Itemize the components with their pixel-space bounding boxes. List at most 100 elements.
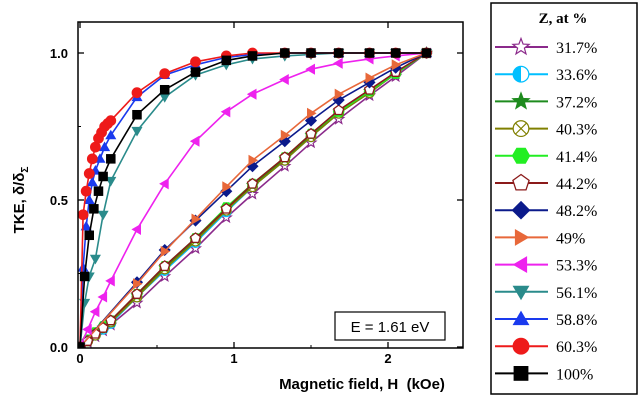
data-point xyxy=(278,159,292,172)
data-point-shape xyxy=(97,291,108,303)
data-point xyxy=(106,154,116,164)
data-point xyxy=(99,141,111,152)
data-point-shape xyxy=(333,48,344,58)
data-point xyxy=(132,109,142,120)
data-point xyxy=(131,223,141,235)
data-point-shape xyxy=(279,151,291,163)
data-point xyxy=(105,115,117,127)
data-point-shape xyxy=(363,83,376,95)
legend-item: 60.3% xyxy=(495,337,597,356)
data-point xyxy=(221,55,232,66)
data-point-shape xyxy=(132,109,142,120)
data-point xyxy=(160,245,171,258)
legend-marker-shape xyxy=(511,147,531,164)
data-point-shape xyxy=(80,185,92,197)
data-point xyxy=(245,187,260,200)
data-point xyxy=(191,213,202,225)
legend-item: 56.1% xyxy=(495,285,597,302)
data-point xyxy=(105,129,117,140)
data-point xyxy=(89,254,101,265)
data-point xyxy=(97,291,108,303)
data-point-shape xyxy=(307,107,317,119)
data-point-shape xyxy=(305,127,317,139)
data-point xyxy=(307,107,317,119)
data-point-shape xyxy=(189,135,200,147)
data-point-shape xyxy=(105,115,117,127)
data-point xyxy=(93,186,104,196)
data-point xyxy=(189,232,202,244)
data-point-shape xyxy=(78,209,89,221)
data-point xyxy=(159,260,171,272)
legend-label: 44.2% xyxy=(556,176,597,193)
data-point xyxy=(159,84,170,95)
data-point-shape xyxy=(334,88,345,100)
data-point-shape xyxy=(133,278,143,290)
legend-marker-half xyxy=(513,66,521,83)
data-point-shape xyxy=(83,194,95,204)
data-point xyxy=(131,126,143,137)
annotation-box xyxy=(334,311,446,341)
data-point xyxy=(280,48,290,58)
data-point-shape xyxy=(105,176,117,187)
series-line xyxy=(79,52,427,348)
data-point xyxy=(334,88,345,100)
data-point xyxy=(279,73,289,86)
data-point-shape xyxy=(278,159,292,172)
data-point-shape xyxy=(90,141,101,153)
data-point xyxy=(82,323,92,335)
legend-label: 53.3% xyxy=(556,258,597,275)
data-point-shape xyxy=(79,271,90,282)
legend-item: 41.4% xyxy=(495,147,597,166)
data-point-shape xyxy=(80,220,92,231)
data-point-shape xyxy=(86,153,98,165)
annotation-text: E = 1.61 eV xyxy=(351,319,430,336)
data-point-shape xyxy=(189,232,202,244)
legend-label: 60.3% xyxy=(556,339,597,356)
legend-marker xyxy=(512,285,530,301)
legend-marker xyxy=(514,228,530,246)
legend-title: Z, at % xyxy=(539,11,588,27)
data-point-shape xyxy=(97,210,109,221)
legend-marker-shape xyxy=(512,310,530,326)
data-point-shape xyxy=(190,56,201,68)
legend-marker-shape xyxy=(514,228,530,246)
data-point xyxy=(246,177,259,189)
x-tick-label: 0 xyxy=(76,351,83,366)
legend-item: 40.3% xyxy=(495,120,597,139)
legend-marker-shape xyxy=(513,366,529,381)
data-point xyxy=(97,210,109,221)
data-point xyxy=(390,48,401,58)
data-point xyxy=(333,48,344,58)
series-100pct xyxy=(78,48,432,348)
data-point-shape xyxy=(98,171,108,182)
legend-item: 44.2% xyxy=(495,173,597,193)
legend-label: 37.2% xyxy=(556,94,597,111)
data-point-shape xyxy=(84,230,95,241)
legend-marker xyxy=(512,65,530,83)
legend-marker xyxy=(511,91,531,110)
x-axis-label: Magnetic field, H (kOe) xyxy=(279,376,445,393)
legend-label: 41.4% xyxy=(556,149,597,166)
series-line xyxy=(79,52,427,348)
legend-label: 48.2% xyxy=(556,203,597,220)
data-point-shape xyxy=(222,181,232,193)
data-point-shape xyxy=(280,48,290,58)
legend-item: 53.3% xyxy=(495,256,597,275)
legend-marker xyxy=(513,366,529,381)
legend-label: 58.8% xyxy=(556,312,597,329)
legend-marker xyxy=(512,173,530,191)
legend-item: 31.7% xyxy=(495,36,597,57)
legend: Z, at % 31.7% 33.6% 37.2% 40.3% 41.4% 44.2% 48.… xyxy=(490,2,638,395)
data-point xyxy=(305,127,317,139)
data-point xyxy=(220,202,232,214)
data-point xyxy=(90,141,101,153)
y-tick-label: 0.5 xyxy=(50,193,68,208)
data-point-shape xyxy=(89,204,99,214)
data-point xyxy=(364,48,375,58)
legend-label: 100% xyxy=(556,366,593,383)
data-point-shape xyxy=(279,73,289,86)
legend-marker xyxy=(512,120,530,138)
data-point xyxy=(246,88,257,100)
data-point-shape xyxy=(131,87,143,99)
legend-marker-shape xyxy=(512,256,528,274)
